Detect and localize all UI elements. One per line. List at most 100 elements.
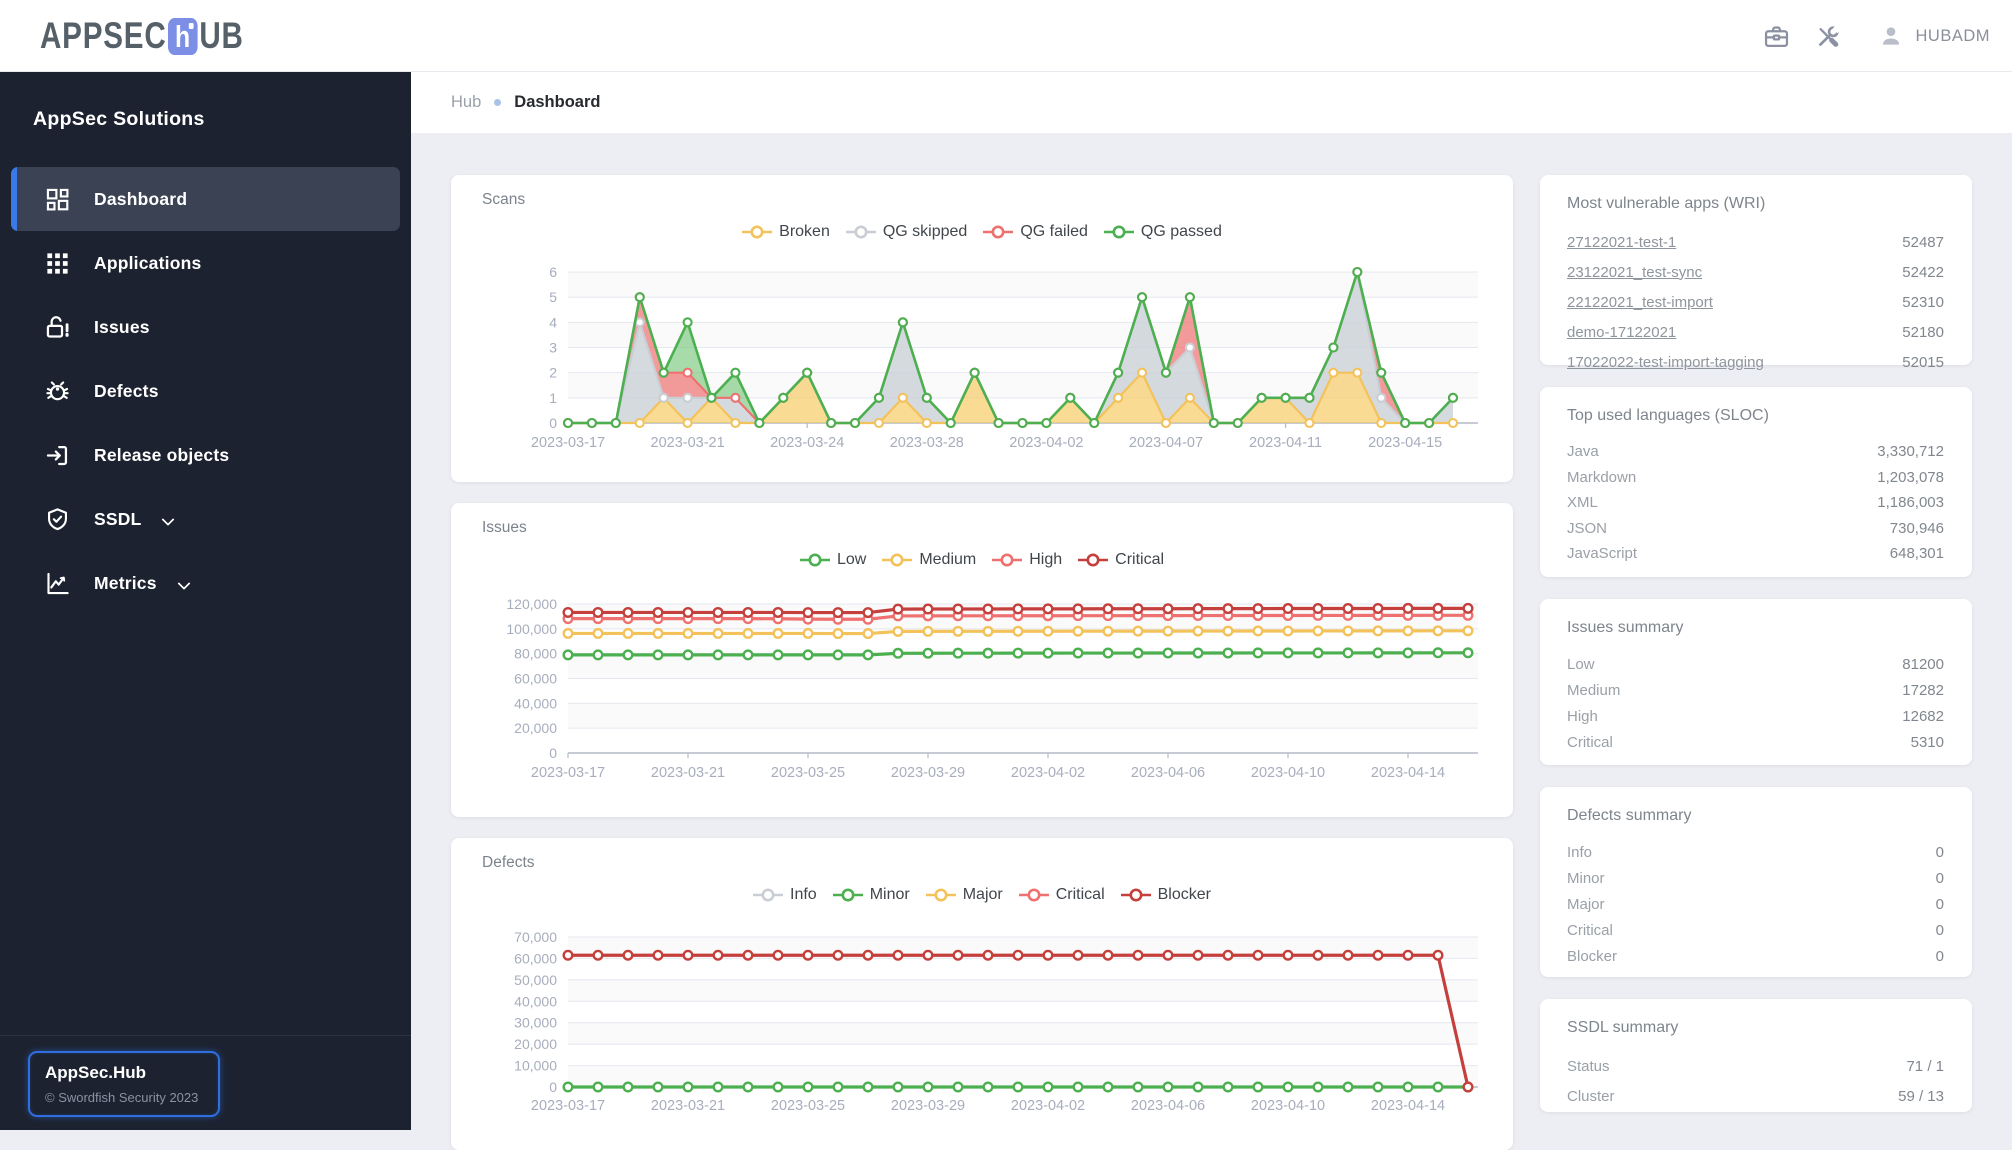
- row-label: Status: [1567, 1057, 1610, 1075]
- row-label: XML: [1567, 494, 1598, 512]
- legend-item[interactable]: Major: [925, 886, 1003, 904]
- panel-row: High 12682: [1567, 703, 1944, 729]
- row-label[interactable]: 27122021-test-1: [1567, 233, 1677, 251]
- row-label[interactable]: 23122021_test-sync: [1567, 263, 1703, 281]
- row-value: 0: [1935, 869, 1944, 887]
- apps-icon: [44, 250, 71, 277]
- logo-text-pre: APPSEC: [40, 15, 167, 56]
- svg-text:60,000: 60,000: [514, 950, 557, 966]
- svg-text:2023-04-14: 2023-04-14: [1371, 765, 1445, 781]
- row-label: JSON: [1567, 519, 1608, 537]
- panel-row: demo-17122021 52180: [1567, 317, 1944, 347]
- svg-text:2023-04-10: 2023-04-10: [1251, 1098, 1325, 1114]
- panel-row: Java 3,330,712: [1567, 439, 1944, 465]
- legend-item[interactable]: Info: [753, 886, 817, 904]
- svg-text:20,000: 20,000: [514, 720, 557, 736]
- sidebar-item-defects[interactable]: Defects: [11, 359, 400, 423]
- sidebar-item-issues[interactable]: Issues: [11, 295, 400, 359]
- svg-text:30,000: 30,000: [514, 1015, 557, 1031]
- row-label: Cluster: [1567, 1087, 1615, 1105]
- issues-chart-card: Issues Low Medium High Critical 120,000 100,00…: [451, 503, 1513, 817]
- svg-text:10,000: 10,000: [514, 1058, 557, 1074]
- panel-apps: Most vulnerable apps (WRI) 27122021-test-…: [1540, 175, 1972, 371]
- breadcrumb-current: Dashboard: [514, 93, 601, 111]
- row-label: Medium: [1567, 681, 1621, 699]
- metrics-icon: [44, 570, 71, 597]
- row-label: Blocker: [1567, 947, 1618, 965]
- sidebar-item-label: Issues: [94, 316, 150, 337]
- row-label[interactable]: demo-17122021: [1567, 323, 1677, 341]
- legend-item[interactable]: Low: [799, 551, 866, 569]
- legend-item[interactable]: Broken: [742, 223, 830, 241]
- legend-item[interactable]: Blocker: [1120, 886, 1211, 904]
- sidebar-item-dashboard[interactable]: Dashboard: [11, 167, 400, 231]
- sidebar-item-release-objects[interactable]: Release objects: [11, 423, 400, 487]
- sidebar-item-ssdl[interactable]: SSDL: [11, 487, 400, 551]
- row-value: 0: [1935, 843, 1944, 861]
- svg-text:40,000: 40,000: [514, 695, 557, 711]
- briefcase-icon[interactable]: [1763, 23, 1790, 50]
- row-label: Low: [1567, 655, 1595, 673]
- svg-text:2023-03-21: 2023-03-21: [651, 1098, 725, 1114]
- legend-item[interactable]: Critical: [1018, 886, 1105, 904]
- svg-text:2023-04-11: 2023-04-11: [1249, 435, 1322, 451]
- svg-text:120,000: 120,000: [506, 596, 557, 612]
- breadcrumb-separator: [494, 99, 502, 106]
- legend-item[interactable]: Medium: [882, 551, 976, 569]
- row-value: 0: [1935, 895, 1944, 913]
- row-value: 12682: [1902, 707, 1944, 725]
- row-value: 730,946: [1889, 519, 1944, 537]
- legend-item[interactable]: High: [992, 551, 1062, 569]
- user-menu[interactable]: HUBADM: [1878, 23, 1990, 50]
- panel-title: Most vulnerable apps (WRI): [1567, 195, 1766, 212]
- panel-defects-summary: Defects summary Info 0 Minor 0 Major 0 Critical…: [1540, 787, 1972, 977]
- panel-row: Critical 5310: [1567, 729, 1944, 755]
- sidebar-item-applications[interactable]: Applications: [11, 231, 400, 295]
- app-header: APPSEC h UB HUBADM: [0, 0, 2012, 72]
- svg-text:2: 2: [549, 365, 557, 381]
- legend-item[interactable]: Minor: [832, 886, 910, 904]
- exit-to-app-icon: [44, 442, 71, 469]
- row-value: 52487: [1902, 233, 1944, 251]
- panel-row: Major 0: [1567, 891, 1944, 917]
- sidebar: AppSec Solutions Dashboard Applications Is…: [0, 72, 411, 1130]
- row-value: 59 / 13: [1898, 1087, 1944, 1105]
- breadcrumb-root[interactable]: Hub: [451, 93, 482, 111]
- app-logo[interactable]: APPSEC h UB: [40, 0, 244, 72]
- shield-check-icon: [44, 506, 71, 533]
- row-label: Critical: [1567, 921, 1613, 939]
- chart-title: Scans: [482, 191, 526, 208]
- sidebar-footer-box[interactable]: AppSec.Hub © Swordfish Security 2023: [28, 1051, 221, 1117]
- panel-row: Low 81200: [1567, 651, 1944, 677]
- row-value: 71 / 1: [1906, 1057, 1944, 1075]
- chart-legend: Info Minor Major Critical Blocker: [451, 886, 1513, 904]
- legend-item[interactable]: Critical: [1078, 551, 1164, 569]
- row-label[interactable]: 17022022-test-import-tagging: [1567, 353, 1764, 371]
- row-label: Java: [1567, 443, 1599, 461]
- svg-text:2023-03-25: 2023-03-25: [771, 765, 845, 781]
- svg-text:2023-04-06: 2023-04-06: [1131, 1098, 1205, 1114]
- logo-text-post: UB: [199, 15, 244, 56]
- sidebar-item-label: Applications: [94, 252, 202, 273]
- svg-text:3: 3: [549, 340, 557, 356]
- svg-text:2023-04-02: 2023-04-02: [1011, 765, 1085, 781]
- legend-item[interactable]: QG failed: [983, 223, 1088, 241]
- panel-row: Minor 0: [1567, 865, 1944, 891]
- chart-title: Defects: [482, 854, 535, 871]
- user-icon: [1878, 23, 1905, 50]
- row-label: High: [1567, 707, 1598, 725]
- bug-icon: [44, 378, 71, 405]
- tools-icon[interactable]: [1815, 23, 1842, 50]
- sidebar-item-label: Release objects: [94, 444, 230, 465]
- row-value: 648,301: [1889, 545, 1944, 563]
- panel-title: Issues summary: [1567, 619, 1684, 636]
- row-label[interactable]: 22122021_test-import: [1567, 293, 1713, 311]
- legend-item[interactable]: QG skipped: [845, 223, 967, 241]
- sidebar-item-label: Defects: [94, 380, 159, 401]
- row-value: 52422: [1902, 263, 1944, 281]
- sidebar-item-metrics[interactable]: Metrics: [11, 551, 400, 615]
- svg-text:100,000: 100,000: [506, 621, 557, 637]
- sidebar-item-label: Metrics: [94, 572, 157, 593]
- legend-item[interactable]: QG passed: [1103, 223, 1222, 241]
- svg-text:20,000: 20,000: [514, 1036, 557, 1052]
